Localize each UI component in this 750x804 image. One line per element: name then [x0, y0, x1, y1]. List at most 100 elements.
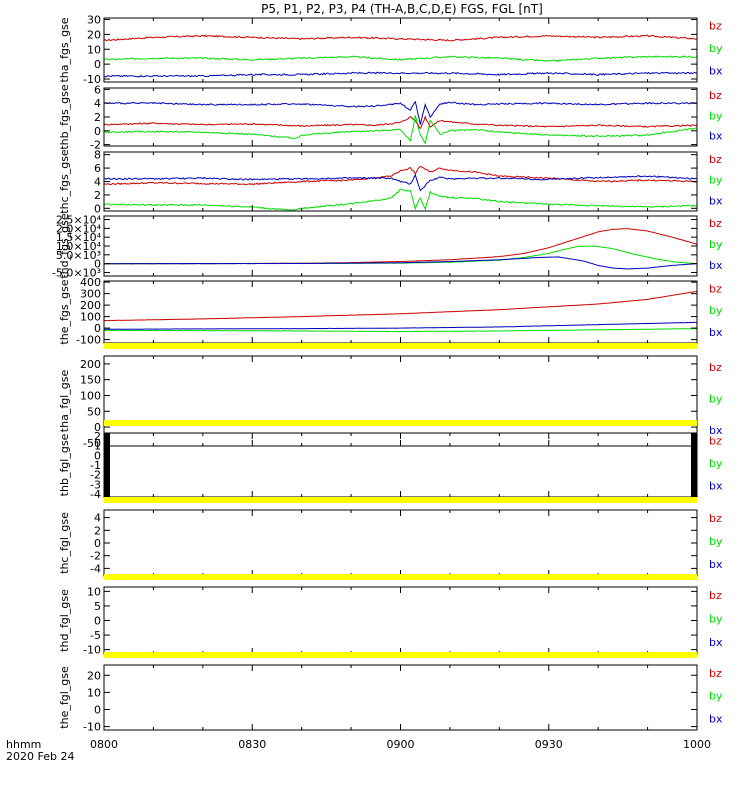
legend-bx: bx [709, 558, 723, 571]
y-tick-label: 0 [94, 449, 101, 462]
y-axis-label: thc_fgl_gse [58, 512, 71, 574]
y-tick-label: 150 [80, 374, 101, 387]
y-tick-label: 6 [94, 162, 101, 175]
y-tick-label: 1.0×10⁴ [56, 240, 102, 253]
flag-bar [104, 343, 697, 349]
legend-bz: bz [709, 20, 722, 33]
series-by-line [103, 328, 698, 333]
y-tick-label: 300 [80, 288, 101, 301]
legend-bx: bx [709, 479, 723, 492]
y-tick-label: 6 [94, 83, 101, 96]
legend-by: by [709, 42, 723, 55]
legend-bz: bz [709, 667, 722, 680]
flag-bar [104, 497, 697, 503]
legend-bz: bz [709, 361, 722, 374]
y-tick-label: 200 [80, 299, 101, 312]
y-axis-label: tha_fgl_gse [58, 370, 71, 433]
panel-frame [103, 586, 698, 655]
x-tick-label: 0800 [90, 738, 118, 751]
y-tick-label: 200 [80, 358, 101, 371]
y-tick-label: 20 [87, 28, 101, 41]
y-tick-label: -2 [90, 550, 101, 563]
series-bz-line [103, 165, 698, 186]
series-bz-line [103, 115, 698, 130]
series-bx-line [103, 100, 698, 125]
y-tick-label: 4 [94, 176, 101, 189]
x-tick-label: 0900 [387, 738, 415, 751]
panel-thd-fgl: 10 5 0-5 -10 thd_fgl_gse bz by bx [58, 574, 723, 657]
y-tick-label: 1 [94, 440, 101, 453]
legend-by: by [709, 392, 723, 405]
time-axis: 0800 0830 0900 0930 1000 [90, 738, 711, 751]
y-tick-label: -4 [90, 562, 101, 575]
legend-by: by [709, 238, 723, 251]
y-tick-label: 0 [94, 537, 101, 550]
legend-bz: bz [709, 435, 722, 448]
legend-bx: bx [709, 259, 723, 272]
legend-by: by [709, 612, 723, 625]
legend-by: by [709, 174, 723, 187]
legend-bx: bx [709, 130, 723, 143]
series-bx-line [104, 321, 697, 330]
series-bz-line [103, 290, 698, 322]
series-by-line [104, 245, 698, 265]
y-axis-label: tha_fgs_gse [58, 17, 71, 82]
series-bz-line [103, 34, 698, 42]
y-axis-label: the_fgl_gse [58, 666, 71, 729]
legend-by: by [709, 304, 723, 317]
y-tick-label: 5 [94, 600, 101, 613]
x-tick-label: 0930 [535, 738, 563, 751]
series-bx-line [104, 256, 698, 270]
legend-bx: bx [709, 424, 723, 437]
y-tick-label: -50 [83, 437, 101, 450]
legend-by: by [709, 109, 723, 122]
panel-tha-fgs: 30 20 10 0 -10 tha_fgs_gse bz by bx [58, 13, 723, 86]
time-axis-unit: hhmm [6, 738, 41, 751]
flag-bar [104, 574, 697, 580]
y-tick-label: -1 [90, 459, 101, 472]
series-by-line [104, 188, 698, 212]
panel-frame [103, 509, 698, 577]
series-bx-line [103, 71, 697, 78]
y-tick-label: 0 [94, 703, 101, 716]
y-axis-label: the_fgs_gse [58, 279, 71, 344]
legend-bx: bx [709, 636, 723, 649]
flag-bar [104, 420, 697, 426]
y-tick-label: 5.0×10³ [56, 249, 101, 262]
legend-bz: bz [709, 153, 722, 166]
y-axis-label: thc_fgs_gse [58, 149, 71, 214]
x-tick-label: 1000 [683, 738, 711, 751]
y-tick-label: 0 [94, 58, 101, 71]
y-tick-label: -10 [83, 644, 101, 657]
legend-bz: bz [709, 589, 722, 602]
y-tick-label: -10 [83, 721, 101, 734]
y-tick-label: 8 [94, 149, 101, 162]
date-label: 2020 Feb 24 [6, 750, 74, 763]
legend-bz: bz [709, 217, 722, 230]
panel-frame [103, 280, 698, 344]
y-tick-label: 0 [94, 322, 101, 335]
y-tick-label: 10 [87, 686, 101, 699]
y-tick-label: -10 [83, 73, 101, 86]
y-tick-label: 10 [87, 585, 101, 598]
y-tick-label: 1.5×10⁴ [56, 231, 102, 244]
legend-bz: bz [709, 512, 722, 525]
series-by-line [103, 115, 697, 145]
y-tick-label: 50 [87, 405, 101, 418]
x-tick-label: 0830 [238, 738, 266, 751]
y-tick-label: -100 [76, 334, 101, 347]
y-tick-label: -2 [90, 469, 101, 482]
y-tick-label: 100 [80, 311, 101, 324]
y-tick-label: 2.0×10⁴ [56, 222, 102, 235]
y-tick-label: -5.0×10³ [52, 266, 101, 279]
legend-bx: bx [709, 194, 723, 207]
legend-bz: bz [709, 89, 722, 102]
y-tick-label: 2 [94, 111, 101, 124]
